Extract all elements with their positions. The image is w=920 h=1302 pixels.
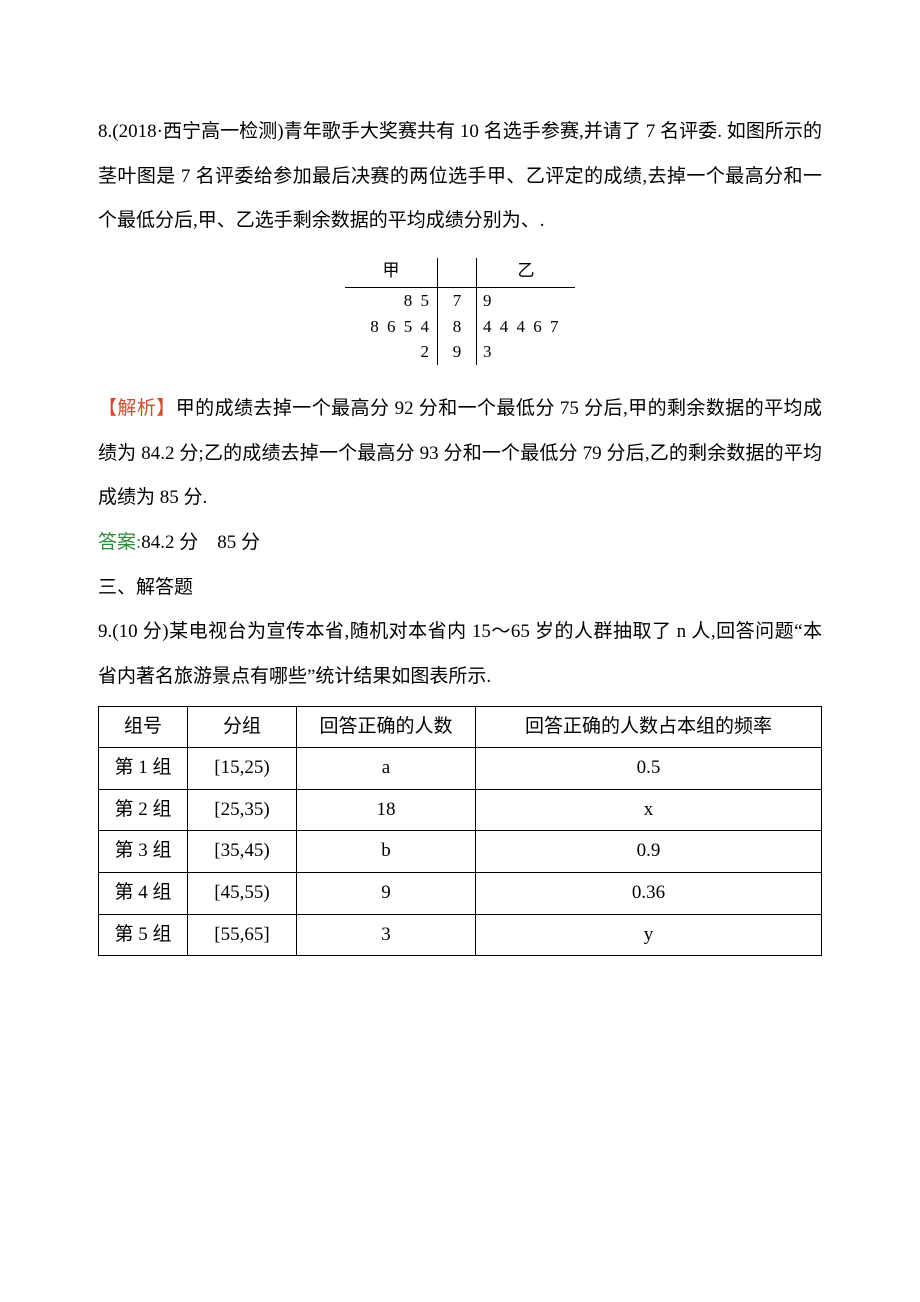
q8-answer: 答案:84.2 分 85 分 <box>98 521 822 566</box>
table-cell: 0.5 <box>476 748 822 790</box>
q9-text: 9.(10 分)某电视台为宣传本省,随机对本省内 15～65 岁的人群抽取了 n… <box>98 610 822 699</box>
table-cell: [15,25) <box>188 748 297 790</box>
table-cell: 9 <box>297 872 476 914</box>
q9-table: 组号 分组 回答正确的人数 回答正确的人数占本组的频率 第 1 组 [15,25… <box>98 706 822 957</box>
table-cell: [35,45) <box>188 831 297 873</box>
answer-label: 答案: <box>98 532 141 553</box>
table-cell: [25,35) <box>188 789 297 831</box>
table-row: 第 1 组 [15,25) a 0.5 <box>99 748 822 790</box>
stemleaf-left-leaf: 8 5 <box>345 287 438 313</box>
stem-leaf-plot: 甲 乙 8 5 7 9 8 6 5 4 8 4 4 4 6 7 2 9 3 <box>98 258 822 365</box>
analysis-text: 甲的成绩去掉一个最高分 92 分和一个最低分 75 分后,甲的剩余数据的平均成绩… <box>98 398 822 508</box>
table-header-cell: 组号 <box>99 706 188 748</box>
table-cell: 第 5 组 <box>99 914 188 956</box>
table-cell: y <box>476 914 822 956</box>
table-cell: x <box>476 789 822 831</box>
stemleaf-left-leaf: 2 <box>345 339 438 365</box>
q8-analysis: 【解析】甲的成绩去掉一个最高分 92 分和一个最低分 75 分后,甲的剩余数据的… <box>98 387 822 521</box>
table-cell: 18 <box>297 789 476 831</box>
table-row: 第 3 组 [35,45) b 0.9 <box>99 831 822 873</box>
table-cell: 0.9 <box>476 831 822 873</box>
table-cell: 第 4 组 <box>99 872 188 914</box>
stemleaf-right-leaf: 3 <box>477 339 576 365</box>
table-row: 第 2 组 [25,35) 18 x <box>99 789 822 831</box>
stemleaf-left-leaf: 8 6 5 4 <box>345 314 438 340</box>
table-header-cell: 回答正确的人数 <box>297 706 476 748</box>
table-cell: 3 <box>297 914 476 956</box>
table-cell: 0.36 <box>476 872 822 914</box>
stemleaf-header-right: 乙 <box>477 258 576 287</box>
table-cell: 第 2 组 <box>99 789 188 831</box>
table-row: 第 4 组 [45,55) 9 0.36 <box>99 872 822 914</box>
q8-text: 8.(2018·西宁高一检测)青年歌手大奖赛共有 10 名选手参赛,并请了 7 … <box>98 110 822 244</box>
table-header-cell: 回答正确的人数占本组的频率 <box>476 706 822 748</box>
section-heading: 三、解答题 <box>98 566 822 611</box>
table-header-row: 组号 分组 回答正确的人数 回答正确的人数占本组的频率 <box>99 706 822 748</box>
table-cell: 第 1 组 <box>99 748 188 790</box>
table-header-cell: 分组 <box>188 706 297 748</box>
document-page: 8.(2018·西宁高一检测)青年歌手大奖赛共有 10 名选手参赛,并请了 7 … <box>0 0 920 1302</box>
stemleaf-right-leaf: 4 4 4 6 7 <box>477 314 576 340</box>
table-cell: [55,65] <box>188 914 297 956</box>
table-cell: b <box>297 831 476 873</box>
answer-text: 84.2 分 85 分 <box>141 532 260 553</box>
stemleaf-stem: 9 <box>438 339 477 365</box>
stemleaf-stem: 8 <box>438 314 477 340</box>
stemleaf-right-leaf: 9 <box>477 287 576 313</box>
stemleaf-header-center <box>438 258 477 287</box>
table-row: 第 5 组 [55,65] 3 y <box>99 914 822 956</box>
stem-leaf-table: 甲 乙 8 5 7 9 8 6 5 4 8 4 4 4 6 7 2 9 3 <box>345 258 575 365</box>
table-cell: a <box>297 748 476 790</box>
table-cell: 第 3 组 <box>99 831 188 873</box>
analysis-label: 【解析】 <box>98 398 176 419</box>
stemleaf-stem: 7 <box>438 287 477 313</box>
stemleaf-header-left: 甲 <box>345 258 438 287</box>
table-cell: [45,55) <box>188 872 297 914</box>
